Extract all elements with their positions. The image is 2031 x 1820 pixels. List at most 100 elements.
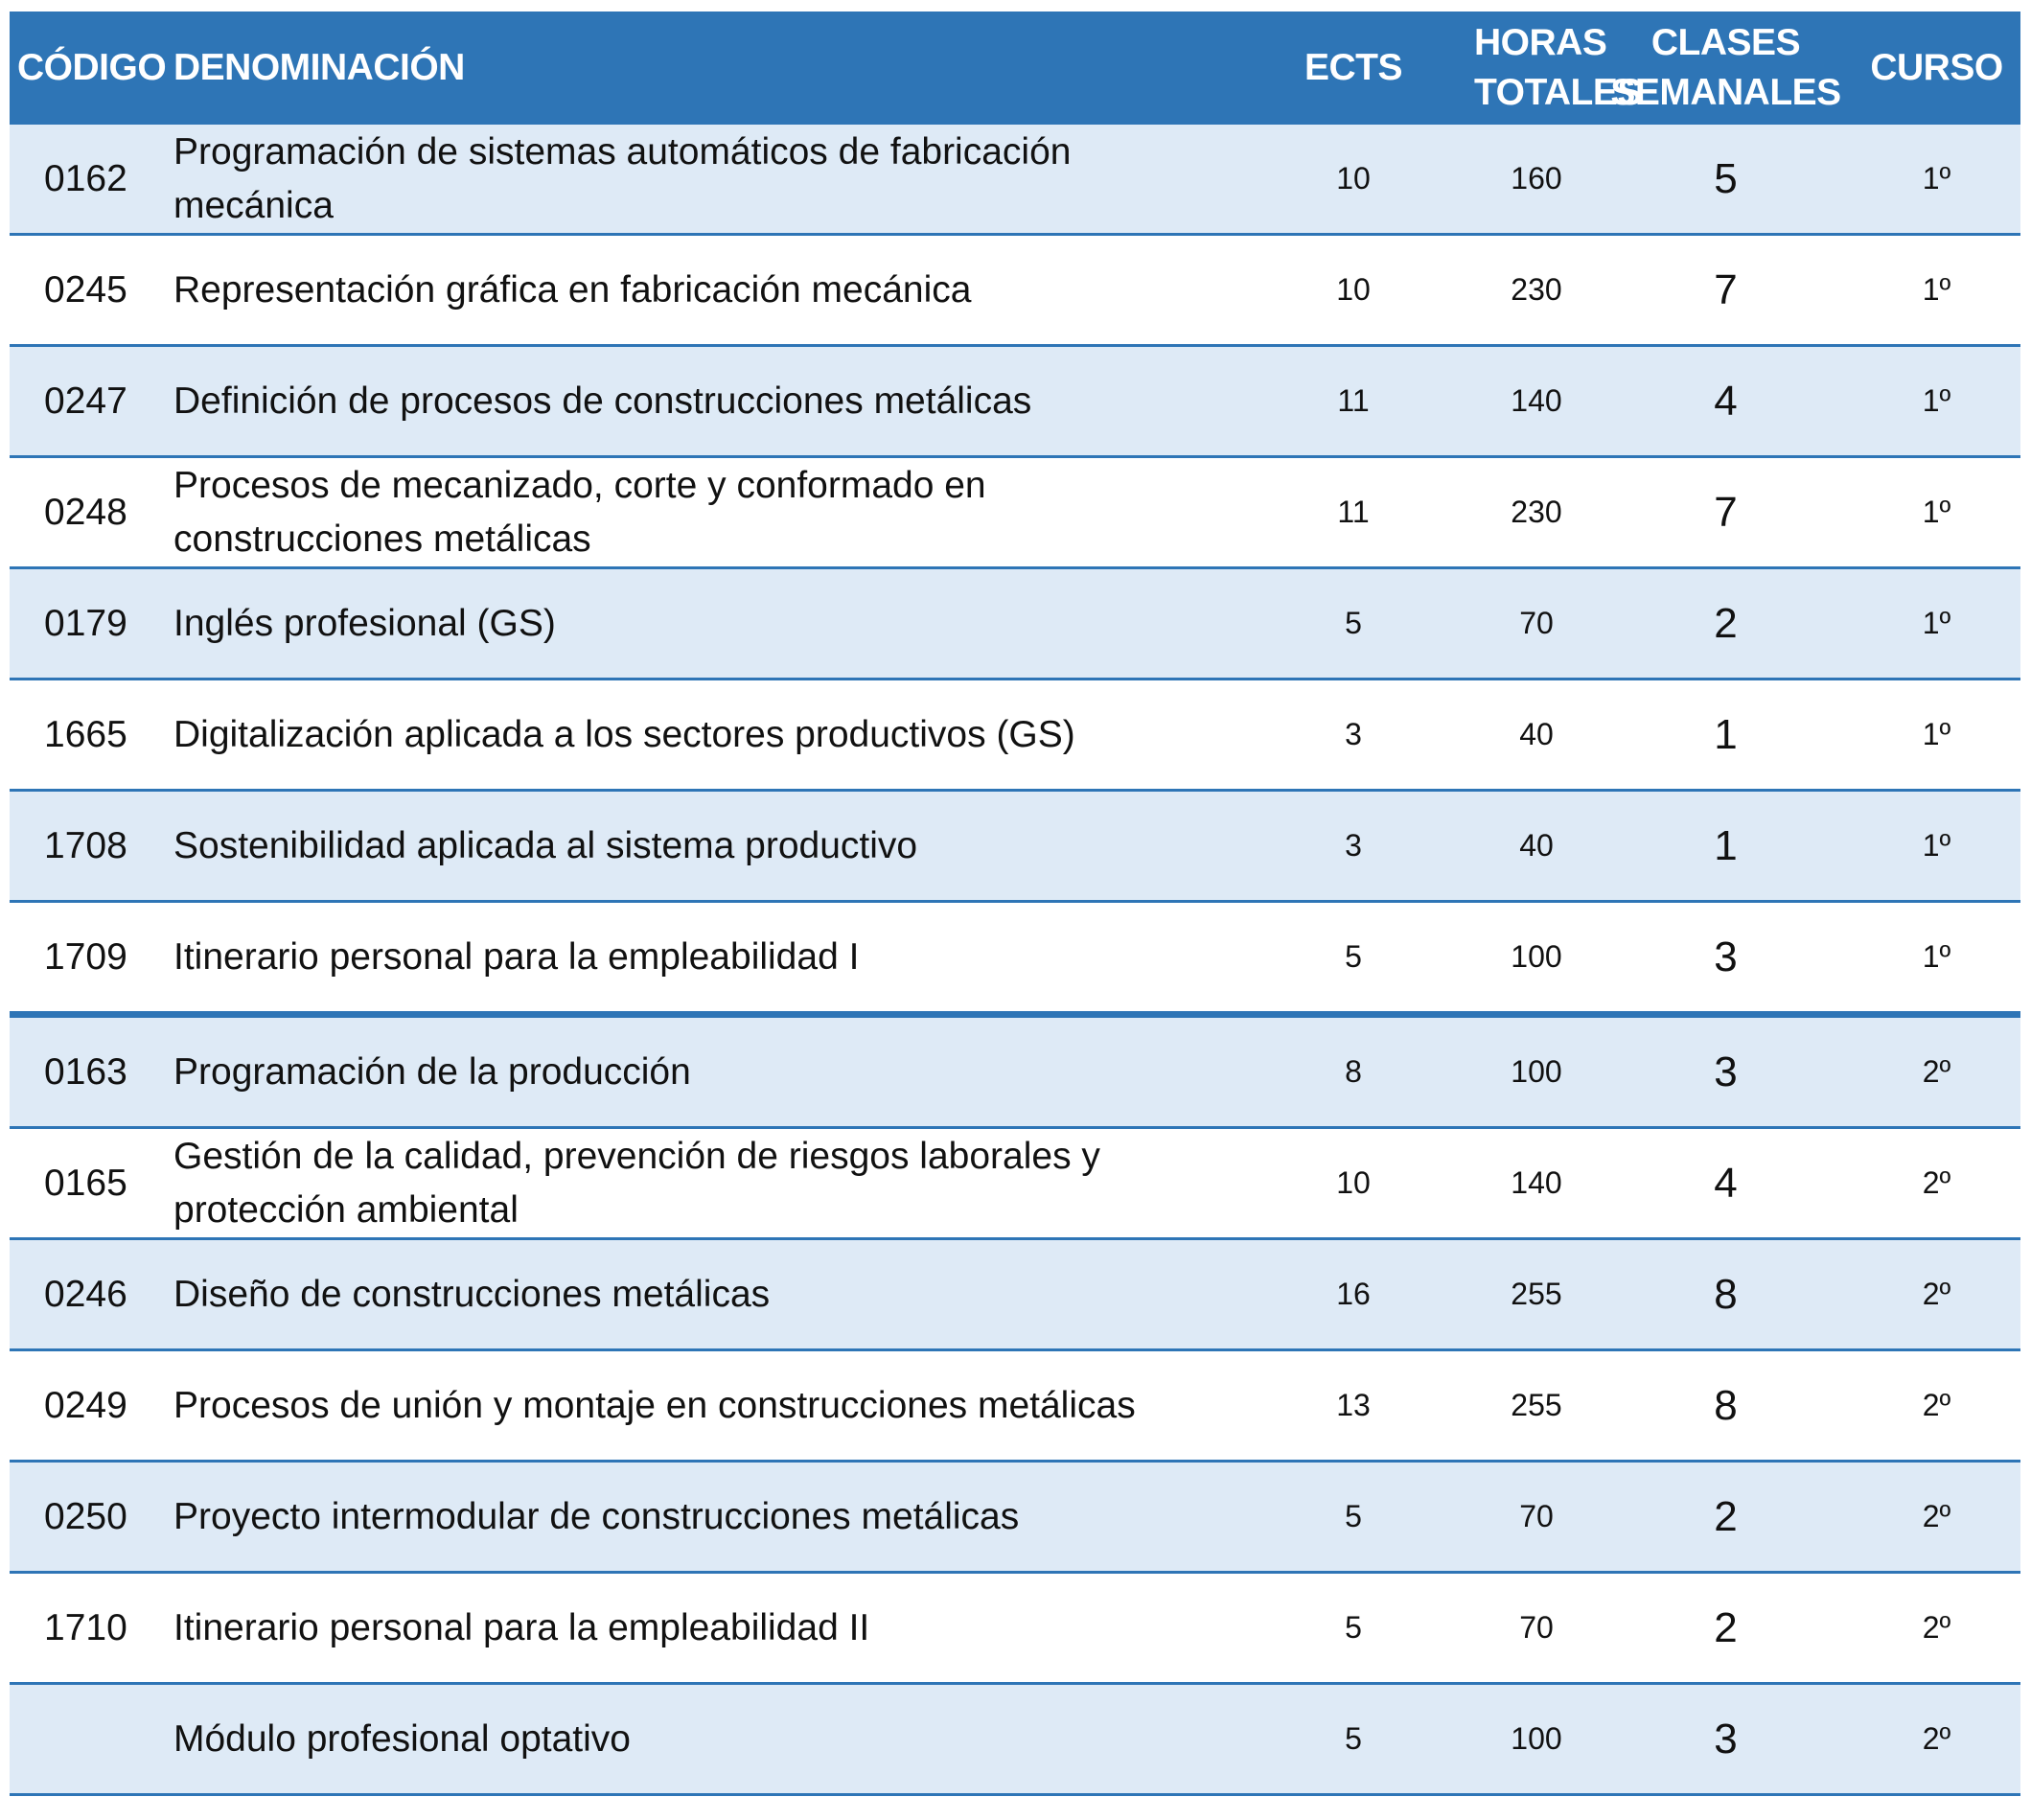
module-name: Procesos de mecanizado, corte y conforma… [173, 456, 1233, 569]
module-ects: 5 [1233, 567, 1474, 680]
module-code: 0247 [10, 345, 173, 458]
module-code: 0162 [10, 125, 173, 236]
module-ects: 3 [1233, 679, 1474, 792]
module-hours: 70 [1474, 1461, 1599, 1574]
module-course: 1º [1853, 679, 2020, 792]
module-name: Representación gráfica en fabricación me… [173, 234, 1233, 347]
module-code [10, 1683, 173, 1796]
module-hours: 70 [1474, 567, 1599, 680]
module-course: 1º [1853, 567, 2020, 680]
module-weekly-classes: 7 [1599, 234, 1853, 347]
module-ects: 5 [1233, 1572, 1474, 1685]
header-row: CÓDIGO DENOMINACIÓN ECTS HORAS TOTALES C… [10, 12, 2020, 125]
module-name: Inglés profesional (GS) [173, 567, 1233, 680]
module-weekly-classes: 2 [1599, 1572, 1853, 1685]
module-course: 2º [1853, 1014, 2020, 1129]
module-ects: 5 [1233, 1683, 1474, 1796]
module-course: 1º [1853, 790, 2020, 903]
module-name: Itinerario personal para la empleabilida… [173, 901, 1233, 1018]
module-weekly-classes: 3 [1599, 901, 1853, 1018]
module-ects: 10 [1233, 234, 1474, 347]
module-weekly-classes: 4 [1599, 1127, 1853, 1240]
module-weekly-classes: 5 [1599, 125, 1853, 236]
module-ects: 3 [1233, 790, 1474, 903]
module-course: 1º [1853, 125, 2020, 236]
module-course: 1º [1853, 234, 2020, 347]
module-weekly-classes: 2 [1599, 1461, 1853, 1574]
table-row: 1665 Digitalización aplicada a los sector… [10, 679, 2020, 792]
module-ects: 10 [1233, 125, 1474, 236]
module-hours: 100 [1474, 901, 1599, 1018]
table-row: 0250 Proyecto intermodular de construccio… [10, 1461, 2020, 1574]
module-weekly-classes: 4 [1599, 345, 1853, 458]
module-course: 1º [1853, 901, 2020, 1018]
module-name: Definición de procesos de construcciones… [173, 345, 1233, 458]
module-name: Proyecto intermodular de construcciones … [173, 1461, 1233, 1574]
module-name: Diseño de construcciones metálicas [173, 1238, 1233, 1351]
module-weekly-classes: 7 [1599, 456, 1853, 569]
modules-table: CÓDIGO DENOMINACIÓN ECTS HORAS TOTALES C… [10, 12, 2020, 1796]
table-row: 0249 Procesos de unión y montaje en const… [10, 1349, 2020, 1463]
table-row: Módulo profesional optativo 5 100 3 2º [10, 1683, 2020, 1796]
module-ects: 11 [1233, 456, 1474, 569]
header-classes: CLASES SEMANALES [1599, 12, 1853, 125]
module-code: 0245 [10, 234, 173, 347]
module-course: 1º [1853, 456, 2020, 569]
module-course: 2º [1853, 1238, 2020, 1351]
table-row: 0162 Programación de sistemas automáticos… [10, 125, 2020, 236]
module-code: 0250 [10, 1461, 173, 1574]
table-row: 0165 Gestión de la calidad, prevención de… [10, 1127, 2020, 1240]
module-weekly-classes: 8 [1599, 1349, 1853, 1463]
module-weekly-classes: 3 [1599, 1683, 1853, 1796]
module-name: Itinerario personal para la empleabilida… [173, 1572, 1233, 1685]
module-ects: 5 [1233, 1461, 1474, 1574]
module-name: Módulo profesional optativo [173, 1683, 1233, 1796]
module-code: 1710 [10, 1572, 173, 1685]
header-code: CÓDIGO [10, 12, 173, 125]
module-hours: 40 [1474, 790, 1599, 903]
module-course: 2º [1853, 1127, 2020, 1240]
module-ects: 5 [1233, 901, 1474, 1018]
module-name: Programación de la producción [173, 1014, 1233, 1129]
header-course: CURSO [1853, 12, 2020, 125]
module-code: 1708 [10, 790, 173, 903]
module-course: 2º [1853, 1572, 2020, 1685]
module-hours: 140 [1474, 345, 1599, 458]
module-hours: 70 [1474, 1572, 1599, 1685]
header-hours: HORAS TOTALES [1474, 12, 1642, 125]
module-weekly-classes: 8 [1599, 1238, 1853, 1351]
table-row: 0179 Inglés profesional (GS) 5 70 2 1º [10, 567, 2020, 680]
module-hours: 100 [1474, 1014, 1599, 1129]
header-name: DENOMINACIÓN [173, 12, 1233, 125]
header-ects: ECTS [1233, 12, 1474, 125]
module-hours: 40 [1474, 679, 1599, 792]
module-course: 2º [1853, 1683, 2020, 1796]
module-weekly-classes: 1 [1599, 790, 1853, 903]
module-code: 1709 [10, 901, 173, 1018]
module-ects: 13 [1233, 1349, 1474, 1463]
module-code: 0246 [10, 1238, 173, 1351]
table-row: 0246 Diseño de construcciones metálicas 16… [10, 1238, 2020, 1351]
module-code: 0165 [10, 1127, 173, 1240]
table-row: 1710 Itinerario personal para la empleabi… [10, 1572, 2020, 1685]
module-name: Digitalización aplicada a los sectores p… [173, 679, 1233, 792]
module-hours: 160 [1474, 125, 1599, 236]
module-name: Gestión de la calidad, prevención de rie… [173, 1127, 1233, 1240]
table-row: 0247 Definición de procesos de construcci… [10, 345, 2020, 458]
module-hours: 140 [1474, 1127, 1599, 1240]
table-row: 1709 Itinerario personal para la empleabi… [10, 901, 2020, 1018]
module-code: 0249 [10, 1349, 173, 1463]
table-row: 0248 Procesos de mecanizado, corte y conf… [10, 456, 2020, 569]
module-code: 0248 [10, 456, 173, 569]
table-row: 1708 Sostenibilidad aplicada al sistema p… [10, 790, 2020, 903]
module-ects: 10 [1233, 1127, 1474, 1240]
module-hours: 230 [1474, 234, 1599, 347]
module-course: 1º [1853, 345, 2020, 458]
module-name: Sostenibilidad aplicada al sistema produ… [173, 790, 1233, 903]
module-course: 2º [1853, 1461, 2020, 1574]
module-hours: 230 [1474, 456, 1599, 569]
module-hours: 255 [1474, 1349, 1599, 1463]
module-hours: 100 [1474, 1683, 1599, 1796]
module-code: 0163 [10, 1014, 173, 1129]
module-name: Procesos de unión y montaje en construcc… [173, 1349, 1233, 1463]
